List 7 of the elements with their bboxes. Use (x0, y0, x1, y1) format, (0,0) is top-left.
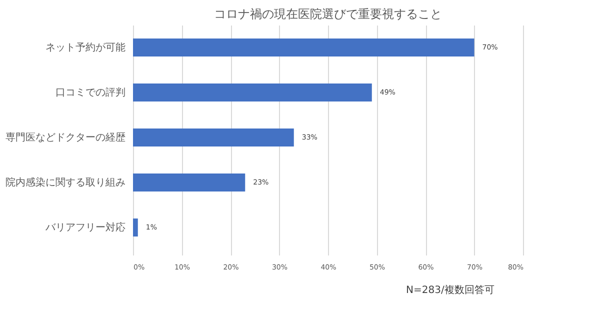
text: N=283/複数回答可 (406, 284, 494, 296)
chart-title: コロナ禍の現在医院選びで重要視すること (214, 7, 442, 21)
y-tick-label: ネット予約が可能 (46, 42, 126, 54)
y-tick-label: 口コミでの評判 (56, 86, 126, 98)
y-tick-label: 専門医などドクターの経歴 (6, 132, 126, 144)
y-tick-label: 院内感染に関する取り組み (6, 176, 126, 188)
y-tick-label: バリアフリー対応 (44, 222, 126, 234)
